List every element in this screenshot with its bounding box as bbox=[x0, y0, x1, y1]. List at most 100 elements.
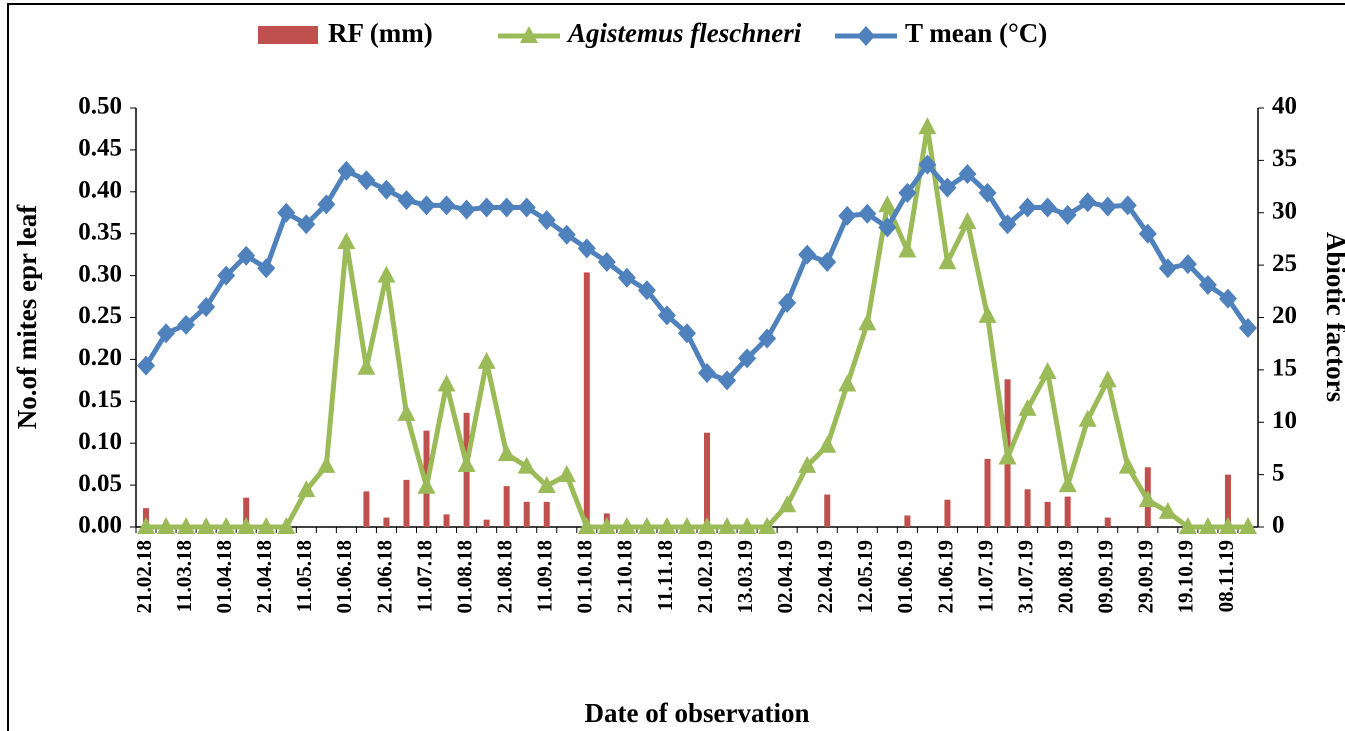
point bbox=[698, 517, 717, 534]
point bbox=[177, 517, 196, 534]
bar bbox=[1024, 489, 1031, 527]
y-tick-label: 0.10 bbox=[78, 428, 122, 455]
y-tick-label: 0.15 bbox=[78, 386, 122, 413]
point bbox=[1158, 258, 1177, 279]
y-tick-label: 0.05 bbox=[78, 470, 122, 497]
point bbox=[958, 211, 977, 229]
point bbox=[858, 203, 877, 224]
point bbox=[137, 355, 156, 376]
point bbox=[257, 517, 276, 534]
bar bbox=[403, 479, 410, 527]
point bbox=[838, 374, 857, 392]
legend-swatch bbox=[258, 26, 318, 44]
point bbox=[1178, 517, 1197, 534]
y2-tick-label: 40 bbox=[1272, 93, 1297, 120]
point bbox=[758, 328, 777, 349]
x-tick-label: 11.09.18 bbox=[533, 540, 557, 612]
x-tick-label: 02.04.19 bbox=[773, 540, 797, 614]
point bbox=[557, 465, 576, 483]
point bbox=[417, 476, 436, 494]
point bbox=[918, 154, 937, 175]
bar bbox=[243, 497, 250, 527]
point bbox=[657, 305, 676, 326]
bar bbox=[543, 501, 550, 527]
point bbox=[437, 195, 456, 216]
y-tick-label: 0.45 bbox=[78, 135, 122, 162]
point bbox=[337, 232, 356, 250]
point bbox=[537, 475, 556, 493]
legend-label: RF (mm) bbox=[328, 18, 433, 48]
y-tick-label: 0.50 bbox=[78, 93, 122, 120]
legend-marker bbox=[520, 26, 538, 43]
point bbox=[738, 348, 757, 369]
point bbox=[898, 240, 917, 258]
point bbox=[1118, 195, 1137, 216]
y2-tick-label: 35 bbox=[1272, 145, 1297, 172]
point bbox=[778, 495, 797, 513]
x-tick-label: 29.09.19 bbox=[1134, 540, 1158, 614]
point bbox=[1038, 197, 1057, 218]
point bbox=[157, 517, 176, 534]
y2-tick-label: 10 bbox=[1272, 407, 1297, 434]
point bbox=[978, 182, 997, 203]
point bbox=[217, 265, 236, 286]
bar bbox=[1044, 501, 1051, 527]
x-tick-label: 20.08.19 bbox=[1053, 540, 1077, 614]
point bbox=[1178, 254, 1197, 275]
point bbox=[1058, 204, 1077, 225]
x-tick-label: 21.06.19 bbox=[933, 540, 957, 614]
bar bbox=[483, 519, 490, 527]
point bbox=[1118, 456, 1137, 474]
bar bbox=[704, 432, 711, 527]
point bbox=[177, 314, 196, 335]
point bbox=[497, 197, 516, 218]
point bbox=[798, 244, 817, 265]
y-tick-label: 0.00 bbox=[78, 512, 122, 539]
x-tick-label: 21.04.18 bbox=[252, 540, 276, 614]
y-tick-label: 0.20 bbox=[78, 344, 122, 371]
x-tick-label: 08.11.19 bbox=[1214, 540, 1238, 612]
y-tick-label: 0.35 bbox=[78, 218, 122, 245]
point bbox=[477, 351, 496, 369]
point bbox=[1218, 517, 1237, 534]
point bbox=[317, 455, 336, 473]
point bbox=[517, 197, 536, 218]
point bbox=[677, 517, 696, 534]
bar bbox=[1104, 517, 1111, 527]
point bbox=[377, 179, 396, 200]
point bbox=[277, 202, 296, 223]
point bbox=[1198, 275, 1217, 296]
point bbox=[237, 517, 256, 534]
x-tick-label: 11.07.18 bbox=[412, 540, 436, 612]
point bbox=[157, 323, 176, 344]
point bbox=[1078, 192, 1097, 213]
bar bbox=[1224, 474, 1231, 527]
frame bbox=[7, 3, 1345, 731]
point bbox=[938, 177, 957, 198]
point bbox=[838, 205, 857, 226]
point bbox=[537, 210, 556, 231]
point bbox=[437, 374, 456, 392]
point bbox=[878, 217, 897, 238]
point bbox=[197, 297, 216, 318]
point bbox=[1038, 361, 1057, 379]
point bbox=[738, 517, 757, 534]
point bbox=[818, 251, 837, 272]
legend-label: T mean (°C) bbox=[905, 18, 1047, 48]
y-tick-label: 0.25 bbox=[78, 302, 122, 329]
point bbox=[1238, 317, 1257, 338]
point bbox=[818, 435, 837, 453]
x-tick-label: 12.05.19 bbox=[853, 540, 877, 614]
y-tick-label: 0.40 bbox=[78, 177, 122, 204]
point bbox=[577, 238, 596, 259]
point bbox=[297, 480, 316, 498]
x-tick-label: 11.05.18 bbox=[292, 540, 316, 612]
point bbox=[1138, 223, 1157, 244]
legend-label: Agistemus fleschneri bbox=[566, 18, 802, 48]
y2-tick-label: 0 bbox=[1272, 512, 1285, 539]
point bbox=[1098, 196, 1117, 217]
point bbox=[457, 454, 476, 472]
point bbox=[798, 455, 817, 473]
point bbox=[497, 444, 516, 462]
